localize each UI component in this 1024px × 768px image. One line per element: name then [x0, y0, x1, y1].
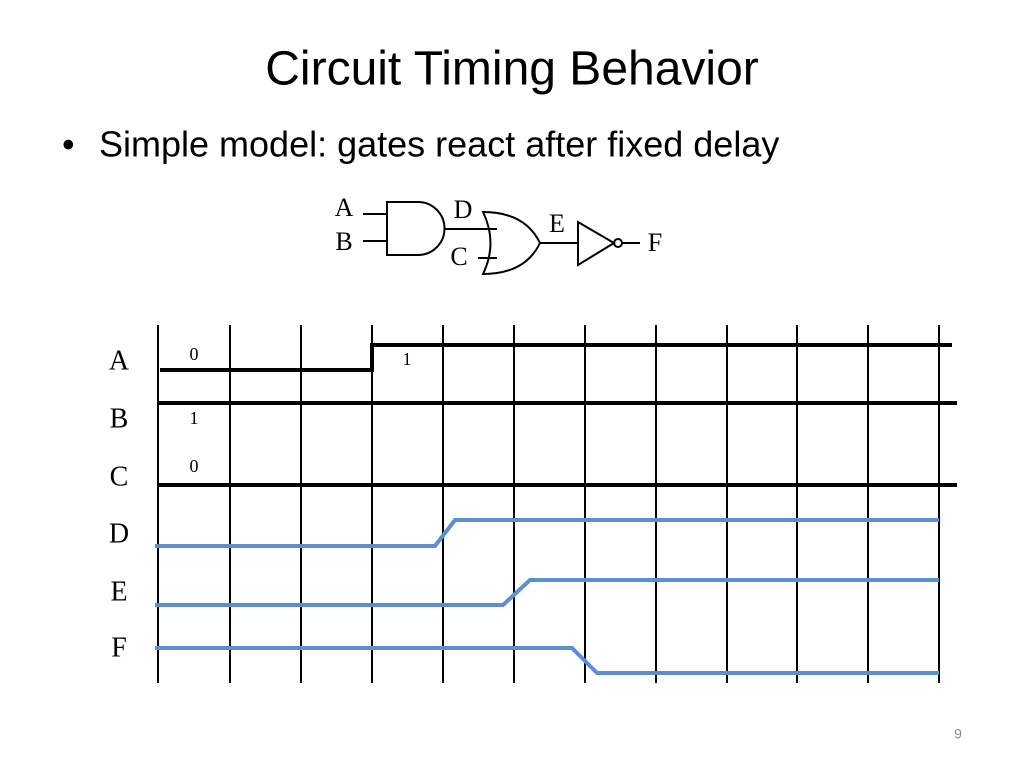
waveform-f — [155, 646, 939, 675]
waveform-a — [160, 343, 952, 372]
circuit-label: E — [549, 209, 565, 238]
signal-label: C — [110, 461, 129, 492]
signal-label: A — [109, 345, 130, 376]
circuit — [363, 201, 640, 276]
bullet-dot: • — [62, 124, 75, 165]
circuit-label: B — [335, 227, 352, 256]
bullet-text: Simple model: gates react after fixed de… — [99, 124, 779, 165]
circuit-label: C — [450, 242, 467, 271]
value-label: 0 — [190, 456, 199, 476]
value-label: 1 — [403, 349, 412, 369]
circuit-label: F — [648, 228, 662, 257]
circuit-label: D — [454, 195, 473, 224]
not-gate — [577, 220, 616, 267]
slide-title: Circuit Timing Behavior — [265, 43, 759, 96]
waveform-d — [155, 518, 939, 548]
waveform-e — [155, 578, 939, 607]
value-label: 1 — [190, 408, 199, 428]
signal-label: B — [110, 403, 129, 434]
signal-label: E — [110, 576, 127, 607]
circuit-label: A — [335, 193, 354, 222]
timing-grid — [157, 325, 940, 683]
value-label: 0 — [190, 344, 199, 364]
signal-label: D — [109, 518, 129, 549]
page-number: 9 — [954, 726, 962, 742]
signal-label: F — [111, 632, 127, 663]
or-gate — [481, 210, 542, 276]
and-gate — [386, 201, 446, 256]
